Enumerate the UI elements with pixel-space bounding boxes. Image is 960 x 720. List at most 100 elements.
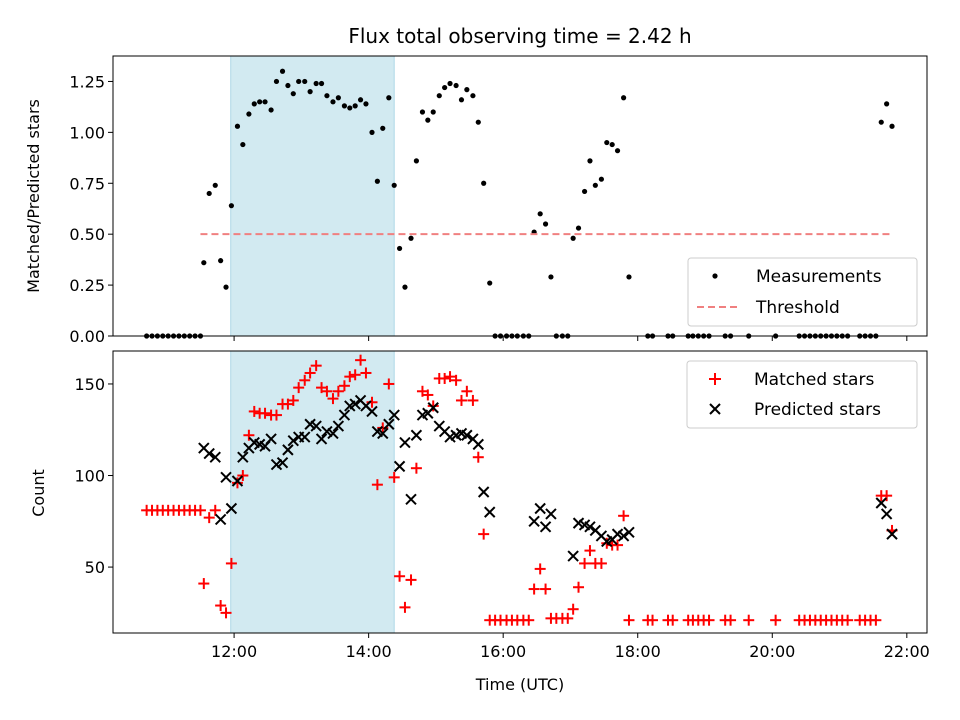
matched-point (439, 372, 451, 384)
matched-point (534, 563, 546, 575)
measurement-point (614, 148, 621, 154)
top-panel: 0.00 0.25 0.50 0.75 1.00 1.25 Matched/Predict… (24, 55, 928, 346)
bottom-panel-frame (112, 350, 928, 634)
legend-matched-marker (709, 373, 721, 385)
measurement-point (251, 101, 257, 107)
x-axis-label: Time (UTC) (475, 675, 564, 694)
matched-point (618, 510, 630, 522)
matched-point (540, 583, 552, 595)
measurement-point (206, 190, 212, 197)
measurement-point (234, 123, 241, 129)
measurement-point (228, 203, 234, 209)
top-legend: Measurements Threshold (687, 257, 918, 327)
measurement-point (575, 225, 582, 231)
measurement-point (609, 141, 615, 148)
measurement-point (537, 211, 543, 217)
matched-point (388, 471, 400, 483)
predicted-point (880, 508, 893, 520)
measurement-point (402, 284, 408, 290)
predicted-point (366, 405, 378, 418)
legend-predicted-marker (709, 403, 721, 415)
y-tick-label: 0.00 (69, 327, 105, 346)
measurement-point (396, 245, 403, 252)
measurement-point (257, 99, 263, 105)
matched-point (194, 504, 206, 516)
measurement-point (592, 182, 598, 188)
measurement-point (290, 91, 296, 97)
matched-point (450, 374, 462, 386)
predicted-point (282, 444, 294, 456)
measurement-point (223, 284, 229, 290)
matched-point (243, 429, 255, 441)
chart-title: Flux total observing time = 2.42 h (348, 24, 691, 48)
matched-point (248, 405, 260, 417)
predicted-point (299, 431, 311, 443)
matched-point (332, 385, 344, 397)
predicted-point (225, 502, 238, 515)
matched-point (528, 583, 540, 595)
predicted-point (405, 493, 417, 506)
matched-point (667, 614, 679, 626)
matched-point (422, 389, 434, 401)
measurement-point (487, 280, 493, 286)
x-tick-label: 16:00 (480, 642, 526, 661)
predicted-point (287, 435, 299, 447)
predicted-point (276, 456, 289, 469)
measurement-point (464, 87, 470, 93)
bottom-panel-x-ticks: 12:00 14:00 16:00 18:00 20:00 22:00 (211, 633, 930, 661)
measurement-point (475, 119, 481, 125)
matched-point (299, 374, 311, 386)
y-tick-label: 0.25 (69, 276, 105, 295)
legend-threshold-label: Threshold (755, 298, 840, 318)
measurement-point (296, 78, 302, 85)
measurement-point (374, 178, 380, 184)
measurement-point (318, 80, 325, 87)
x-tick-label: 14:00 (346, 642, 392, 661)
matched-point (467, 394, 479, 406)
measurement-point (201, 260, 207, 266)
predicted-point (332, 420, 345, 432)
measurement-point (352, 103, 358, 109)
matched-point (725, 614, 737, 626)
measurement-point (262, 99, 268, 105)
measurement-point (335, 95, 341, 101)
measurement-point (481, 180, 487, 186)
x-tick-label: 18:00 (615, 642, 661, 661)
matched-point (355, 354, 367, 366)
legend-measurements-marker (712, 273, 718, 279)
measurement-point (330, 99, 336, 105)
predicted-point (209, 451, 221, 463)
measurement-point (347, 105, 353, 111)
predicted-point (393, 460, 406, 473)
measurement-point (380, 125, 386, 131)
matched-point (293, 382, 305, 394)
x-tick-label: 12:00 (211, 642, 257, 661)
bottom-panel-y-ticks: 50 100 150 (74, 375, 113, 577)
measurement-point (268, 107, 274, 113)
measurement-point (626, 274, 632, 280)
measurement-point (313, 80, 319, 87)
matched-point (231, 477, 243, 489)
measurement-point (621, 95, 627, 101)
matched-point (623, 614, 635, 626)
measurement-point (570, 235, 576, 241)
measurement-point (453, 82, 459, 89)
measurement-point (581, 188, 588, 195)
predicted-point (484, 506, 496, 518)
matched-point (310, 360, 322, 372)
matched-point (461, 385, 473, 397)
measurement-point (218, 258, 224, 264)
predicted-point (461, 429, 473, 441)
measurement-point (279, 68, 286, 74)
measurement-point (878, 119, 884, 125)
matched-point (287, 394, 299, 406)
matched-point (203, 512, 215, 524)
matched-point (444, 371, 456, 383)
matched-point (562, 612, 574, 624)
measurement-point (442, 84, 448, 91)
legend-measurements-label: Measurements (756, 267, 882, 287)
matched-point (472, 451, 484, 463)
predicted-point (472, 438, 484, 451)
